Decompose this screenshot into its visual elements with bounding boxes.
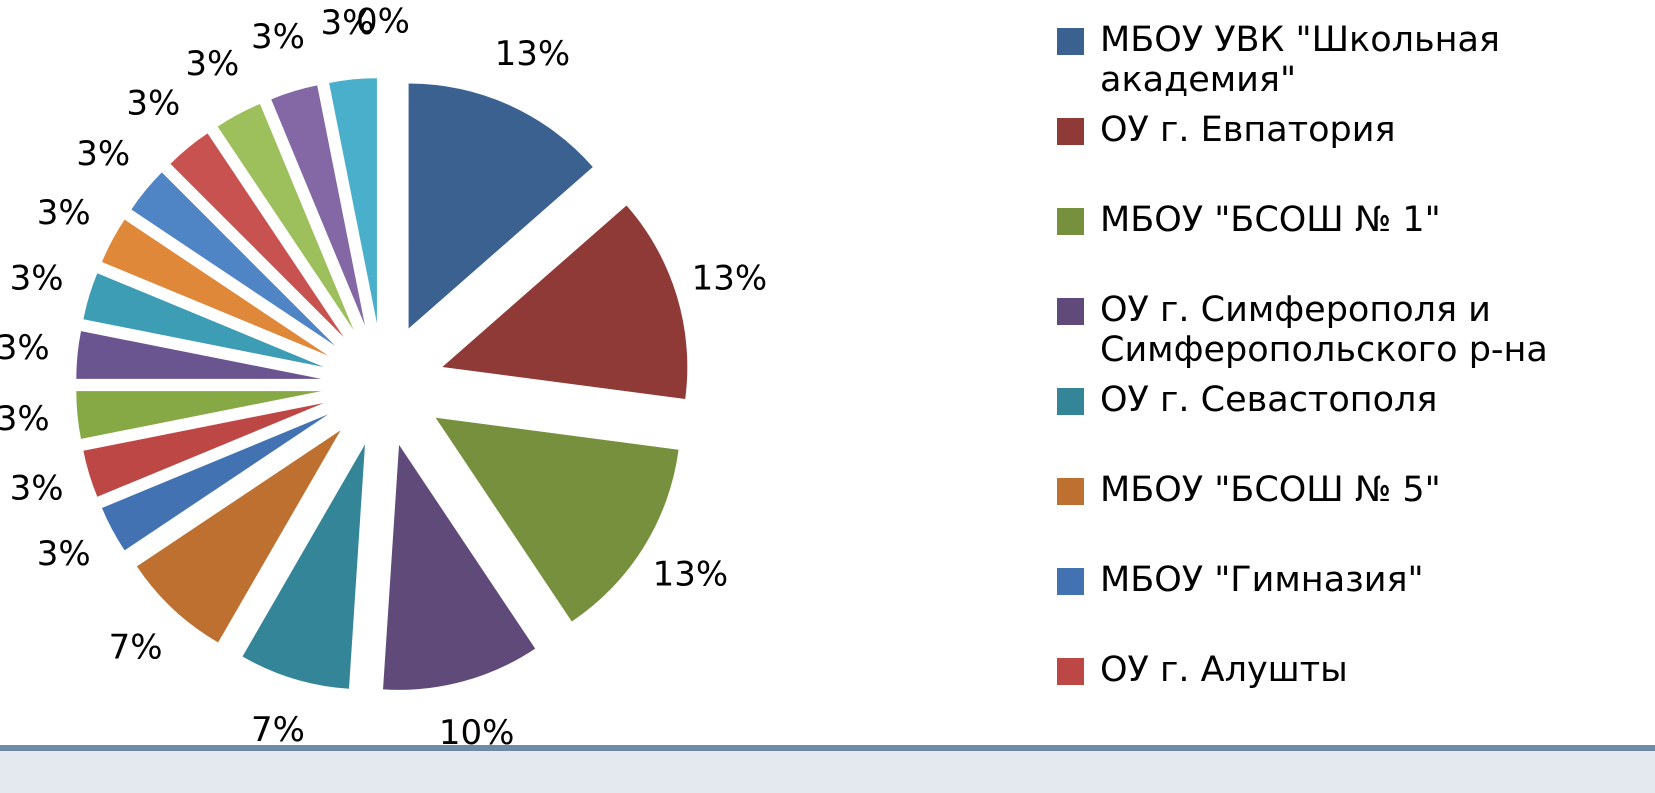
- legend-label: ОУ г. Симферополя и Симферопольского р-н…: [1100, 290, 1548, 370]
- legend-item: ОУ г. Симферополя и Симферопольского р-н…: [1057, 290, 1560, 370]
- legend-label: МБОУ "БСОШ № 1": [1100, 200, 1441, 240]
- pie-slice: [76, 331, 322, 379]
- data-label: 7%: [109, 628, 163, 668]
- bottom-bar: [0, 745, 1655, 751]
- data-label: 3%: [76, 134, 130, 174]
- data-label: 13%: [495, 34, 571, 74]
- legend-swatch: [1057, 478, 1084, 505]
- pie-slice: [242, 444, 366, 689]
- pie-slice: [383, 444, 536, 690]
- data-label: 3%: [37, 193, 91, 233]
- data-label: 13%: [692, 258, 768, 298]
- data-label: 3%: [10, 258, 64, 298]
- bottom-strip: [0, 751, 1655, 793]
- pie-slice: [271, 85, 366, 326]
- pie-slice: [170, 133, 344, 338]
- pie-slice: [442, 205, 688, 399]
- data-label: 3%: [0, 328, 50, 368]
- legend-swatch: [1057, 658, 1084, 685]
- pie-slice: [131, 172, 336, 346]
- legend-swatch: [1057, 208, 1084, 235]
- legend-item: МБОУ "БСОШ № 1": [1057, 200, 1620, 240]
- pie-slice: [329, 78, 377, 324]
- pie-slice: [83, 273, 324, 368]
- data-label: 3%: [126, 84, 180, 124]
- pie-slice: [408, 83, 593, 329]
- data-label: 3%: [10, 469, 64, 509]
- pie-slice: [435, 417, 679, 622]
- data-label: 7%: [251, 710, 305, 750]
- pie-slice: [217, 103, 354, 331]
- legend-label: ОУ г. Евпатория: [1100, 110, 1396, 150]
- data-label: 3%: [0, 399, 50, 439]
- data-label: 3%: [251, 17, 305, 57]
- legend-label: МБОУ УВК "Школьная академия": [1100, 20, 1500, 100]
- data-label: 3%: [185, 44, 239, 84]
- pie-slice: [76, 391, 322, 439]
- legend-label: ОУ г. Алушты: [1100, 650, 1348, 690]
- pie-slice: [101, 414, 329, 551]
- pie-slice: [83, 402, 324, 497]
- data-label: 13%: [653, 555, 729, 595]
- data-label: 0%: [356, 2, 410, 42]
- legend-swatch: [1057, 298, 1084, 325]
- legend-item: МБОУ "БСОШ № 5": [1057, 470, 1620, 510]
- pie-slice: [101, 219, 329, 356]
- legend-swatch: [1057, 388, 1084, 415]
- legend-label: ОУ г. Севастополя: [1100, 380, 1438, 420]
- legend-label: МБОУ "БСОШ № 5": [1100, 470, 1441, 510]
- legend-swatch: [1057, 568, 1084, 595]
- legend-item: ОУ г. Севастополя: [1057, 380, 1620, 420]
- legend-item: ОУ г. Евпатория: [1057, 110, 1620, 150]
- legend-item: МБОУ "Гимназия": [1057, 560, 1620, 600]
- legend-label: МБОУ "Гимназия": [1100, 560, 1424, 600]
- pie-slice: [136, 430, 341, 643]
- legend-item: МБОУ УВК "Школьная академия": [1057, 20, 1620, 100]
- data-label: 3%: [37, 534, 91, 574]
- legend-swatch: [1057, 118, 1084, 145]
- legend-item: ОУ г. Алушты: [1057, 650, 1620, 690]
- legend-swatch: [1057, 28, 1084, 55]
- data-label: 3%: [321, 3, 375, 43]
